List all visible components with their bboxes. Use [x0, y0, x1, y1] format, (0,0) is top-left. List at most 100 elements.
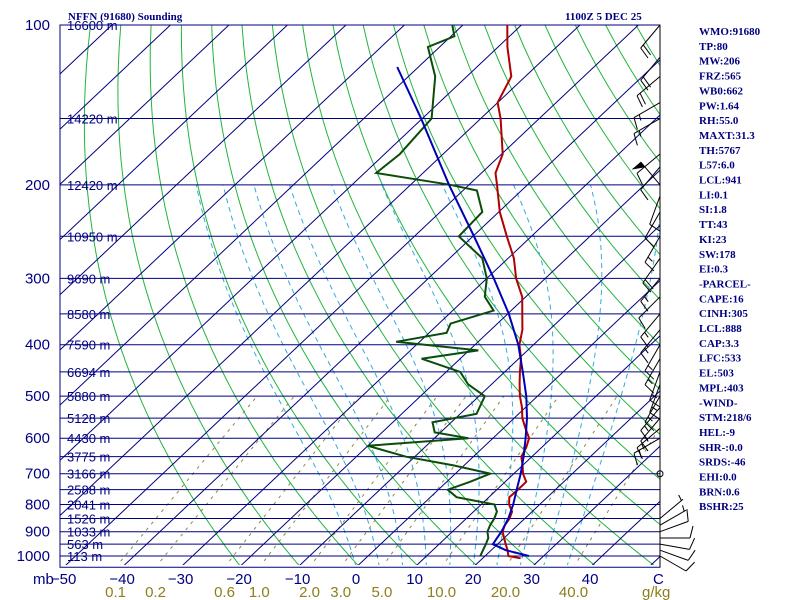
index-value: FRZ:565	[699, 71, 742, 83]
height-label: 6694 m	[67, 365, 110, 380]
pressure-tick-label: 800	[25, 497, 50, 514]
station-title: NFFN (91680) Sounding	[68, 11, 183, 23]
temperature-tick-label: −40	[109, 571, 134, 588]
isotherm	[60, 25, 581, 517]
wind-barb	[636, 153, 661, 185]
wind-barb	[649, 195, 661, 232]
wind-barb	[636, 76, 661, 108]
wind-barb	[640, 329, 661, 364]
isotherm	[357, 279, 660, 565]
index-value: BRN:0.6	[699, 486, 740, 498]
pressure-tick-label: 900	[25, 524, 50, 541]
isotherm	[60, 25, 405, 351]
height-label: 1526 m	[67, 512, 110, 527]
moist-adiabat	[195, 184, 357, 565]
index-value: TP:80	[699, 41, 728, 53]
index-value: SRDS:-46	[699, 457, 746, 469]
mixing-ratio-line	[341, 395, 467, 565]
isotherm	[60, 25, 288, 241]
height-label: 5880 m	[67, 389, 110, 404]
wind-barb	[636, 428, 661, 460]
index-value: LI:0.1	[699, 189, 728, 201]
height-label: 14220 m	[67, 112, 118, 127]
pressure-lines	[59, 24, 661, 568]
isotherm	[60, 25, 230, 186]
pressure-tick-label: 400	[25, 337, 50, 354]
index-value: MPL:403	[699, 382, 744, 394]
mixing-ratio-tick-label: 0.6	[214, 584, 235, 600]
pressure-tick-label: 600	[25, 430, 50, 447]
temperature-tick-label: 40	[582, 571, 599, 588]
wind-barb	[659, 537, 696, 550]
index-value: SHR-:0.0	[699, 442, 743, 454]
temperature-tick-label: −30	[168, 571, 193, 588]
index-value: WMO:91680	[699, 26, 761, 38]
height-label: 8580 m	[67, 307, 110, 322]
temperature-tick-label: −20	[226, 571, 251, 588]
pressure-tick-label: 500	[25, 388, 50, 405]
wind-barb	[640, 278, 661, 312]
height-label: 9690 m	[67, 271, 110, 286]
index-value: -WIND-	[699, 397, 738, 409]
wind-barb	[644, 344, 661, 380]
height-label: 4430 m	[67, 431, 110, 446]
pressure-tick-label: 200	[25, 177, 50, 194]
height-label: 563 m	[67, 537, 103, 552]
height-label: 3775 m	[67, 450, 110, 465]
height-label: 113 m	[67, 549, 102, 564]
mixing-ratio-line	[382, 395, 505, 565]
index-value: TH:5767	[699, 145, 741, 157]
index-value: L57:6.0	[699, 160, 735, 172]
isotherm	[474, 390, 660, 565]
isotherm	[60, 25, 171, 130]
index-panel: WMO:91680 TP:80 MW:206 FRZ:565 WB0:662 PW:1.6…	[699, 26, 761, 513]
wind-barb	[644, 236, 661, 272]
index-value: SI:1.8	[699, 204, 727, 216]
wind-barb	[644, 358, 661, 394]
dry-adiabat	[423, 25, 660, 391]
wind-barb	[640, 56, 661, 91]
pressure-tick-label: 700	[25, 466, 50, 483]
mixing-ratio-tick-label: 0.2	[145, 584, 166, 600]
wind-barb	[640, 166, 661, 201]
wind-barb	[649, 371, 661, 408]
pressure-unit-label: mb	[33, 571, 54, 588]
pressure-tick-label: 1000	[17, 548, 50, 565]
dry-adiabat	[241, 25, 537, 565]
temperature-tick-label: 20	[465, 571, 482, 588]
height-label: 12420 m	[67, 178, 118, 193]
mixing-ratio-tick-label: 40.0	[559, 584, 588, 600]
temperature-tick-label: 30	[523, 571, 540, 588]
isotherm	[60, 25, 522, 461]
mixing-ratio-tick-label: 1.0	[249, 584, 270, 600]
isotherm	[416, 335, 660, 565]
mixing-ratio-line	[442, 395, 559, 565]
temperature-tick-label: 10	[406, 571, 423, 588]
index-value: EL:503	[699, 368, 734, 380]
mixing-ratio-line	[574, 426, 660, 565]
wind-barb	[640, 24, 661, 59]
wind-barb	[631, 161, 661, 186]
isotherm	[65, 25, 639, 565]
wind-barb	[659, 509, 689, 533]
pressure-tick-label: 100	[25, 17, 50, 34]
height-label: 2588 m	[67, 483, 110, 498]
index-value: BSHR:25	[699, 501, 744, 513]
dry-adiabat	[362, 25, 660, 480]
moist-adiabat	[253, 184, 404, 565]
isotherm	[60, 25, 347, 296]
index-value: SW:178	[699, 249, 736, 261]
wind-barb	[659, 555, 695, 572]
index-value: HEL:-9	[699, 427, 736, 439]
height-label: 7590 m	[67, 338, 110, 353]
mixing-ratio-unit-label: g/kg	[642, 584, 670, 600]
wind-barb	[633, 118, 661, 146]
dry-adiabat	[332, 25, 660, 526]
dry-adiabat	[83, 25, 241, 565]
temperature-tick-label: −10	[285, 571, 310, 588]
temperature-unit-label: C	[653, 571, 664, 588]
wind-barb	[638, 296, 661, 329]
wind-barb	[644, 211, 661, 247]
index-value: MW:206	[699, 56, 740, 68]
dry-adiabat	[117, 25, 300, 565]
